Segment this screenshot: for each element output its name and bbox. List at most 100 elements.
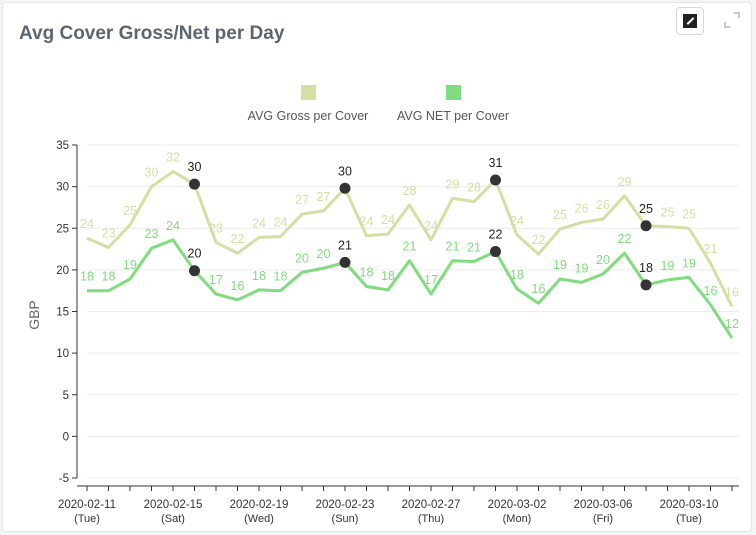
x-tick-day: (Wed) — [244, 513, 274, 525]
data-label: 16 — [231, 279, 245, 293]
y-tick-label: 10 — [56, 348, 69, 360]
data-label: 28 — [467, 181, 481, 195]
data-label: 21 — [403, 240, 417, 254]
x-tick-label: 2020-03-10 — [660, 499, 719, 511]
data-label: 24 — [360, 215, 374, 229]
data-label: 23 — [209, 221, 223, 235]
data-label: 22 — [231, 232, 245, 246]
x-axis-ticks: 2020-02-11 (Tue) 2020-02-15 (Sat) 2020-02-19… — [58, 486, 733, 525]
data-label: 27 — [295, 193, 309, 207]
data-label: 17 — [209, 273, 223, 287]
x-tick-day: (Sun) — [332, 513, 359, 525]
highlight-point — [490, 174, 501, 186]
data-label: 12 — [725, 317, 739, 331]
data-label: 20 — [317, 247, 331, 261]
x-tick-day: (Tue) — [676, 513, 702, 525]
highlight-point — [640, 279, 652, 291]
data-label: 30 — [145, 166, 159, 180]
highlight-label: 22 — [489, 228, 503, 242]
data-label: 19 — [123, 258, 137, 272]
data-label: 18 — [252, 269, 266, 283]
highlight-label: 31 — [489, 156, 503, 170]
legend-swatch-net[interactable] — [446, 85, 461, 100]
y-axis-label: GBP — [26, 300, 42, 330]
y-tick-label: 35 — [56, 140, 69, 152]
highlight-label: 25 — [639, 202, 653, 216]
highlight-point — [339, 256, 351, 268]
legend-label-gross[interactable]: AVG Gross per Cover — [248, 109, 369, 123]
data-label: 25 — [661, 206, 675, 220]
y-tick-label: 0 — [63, 431, 69, 443]
data-label: 21 — [446, 240, 460, 254]
data-label: 26 — [596, 198, 610, 212]
data-label: 24 — [381, 213, 395, 227]
chart-type-icon — [683, 14, 697, 28]
x-tick-label: 2020-02-15 — [144, 499, 203, 511]
data-label: 24 — [252, 216, 266, 230]
data-label: 26 — [575, 201, 589, 215]
x-tick-label: 2020-03-02 — [488, 499, 547, 511]
line-chart: AVG Gross per Cover AVG NET per Cover GB… — [26, 85, 739, 525]
x-tick-day: (Mon) — [503, 513, 532, 525]
data-label: 24 — [80, 217, 94, 231]
highlight-markers: 30 20 30 21 31 22 25 18 — [188, 156, 653, 291]
data-label: 32 — [166, 151, 180, 165]
y-tick-label: 25 — [56, 223, 69, 235]
data-label: 20 — [596, 253, 610, 267]
y-tick-label: -5 — [59, 473, 69, 485]
legend-label-net[interactable]: AVG NET per Cover — [397, 109, 509, 123]
chart-type-button[interactable] — [676, 7, 704, 35]
highlight-label: 20 — [188, 247, 202, 261]
data-label: 22 — [618, 232, 632, 246]
y-tick-label: 5 — [63, 390, 69, 402]
data-label: 19 — [661, 259, 675, 273]
data-label: 19 — [575, 261, 589, 275]
series-line-net — [87, 238, 734, 339]
y-tick-label: 15 — [56, 307, 69, 319]
chart-title: Avg Cover Gross/Net per Day — [19, 23, 285, 44]
data-label: 23 — [102, 226, 116, 240]
highlight-label: 21 — [338, 238, 352, 252]
highlight-point — [189, 178, 200, 190]
data-label: 18 — [80, 270, 94, 284]
data-label: 18 — [274, 270, 288, 284]
data-label: 24 — [274, 216, 288, 230]
x-tick-day: (Fri) — [593, 513, 613, 525]
data-label: 18 — [360, 266, 374, 280]
series-lines — [86, 170, 734, 339]
data-label: 28 — [403, 184, 417, 198]
data-label: 19 — [682, 256, 696, 270]
y-tick-label: 20 — [56, 265, 69, 277]
highlight-point — [490, 246, 501, 258]
x-tick-label: 2020-02-19 — [230, 499, 289, 511]
data-label: 16 — [725, 286, 739, 300]
highlight-point — [189, 265, 200, 277]
data-label: 19 — [553, 258, 567, 272]
series-line-gross — [86, 170, 734, 308]
legend: AVG Gross per Cover AVG NET per Cover — [248, 85, 509, 123]
data-label: 18 — [510, 268, 524, 282]
data-label: 29 — [446, 177, 460, 191]
data-label: 23 — [145, 227, 159, 241]
data-labels: 24 23 25 30 32 23 22 24 24 27 27 24 24 28 24 29 28 24 22 25… — [80, 151, 739, 332]
expand-icon[interactable] — [723, 11, 741, 29]
data-label: 25 — [682, 207, 696, 221]
data-label: 21 — [704, 242, 718, 256]
data-label: 18 — [102, 270, 116, 284]
x-tick-label: 2020-03-06 — [574, 499, 633, 511]
data-label: 22 — [532, 233, 546, 247]
data-label: 29 — [618, 175, 632, 189]
x-tick-label: 2020-02-27 — [402, 499, 461, 511]
data-label: 17 — [424, 273, 438, 287]
highlight-point — [339, 182, 351, 194]
data-label: 18 — [381, 269, 395, 283]
data-label: 25 — [553, 208, 567, 222]
data-label: 21 — [467, 241, 481, 255]
data-label: 27 — [317, 190, 331, 204]
x-tick-label: 2020-02-23 — [316, 499, 375, 511]
data-label: 24 — [166, 219, 180, 233]
legend-swatch-gross[interactable] — [301, 85, 316, 100]
y-axis-ticks: -5 0 5 10 15 20 25 30 35 — [56, 140, 69, 485]
data-label: 24 — [510, 214, 524, 228]
